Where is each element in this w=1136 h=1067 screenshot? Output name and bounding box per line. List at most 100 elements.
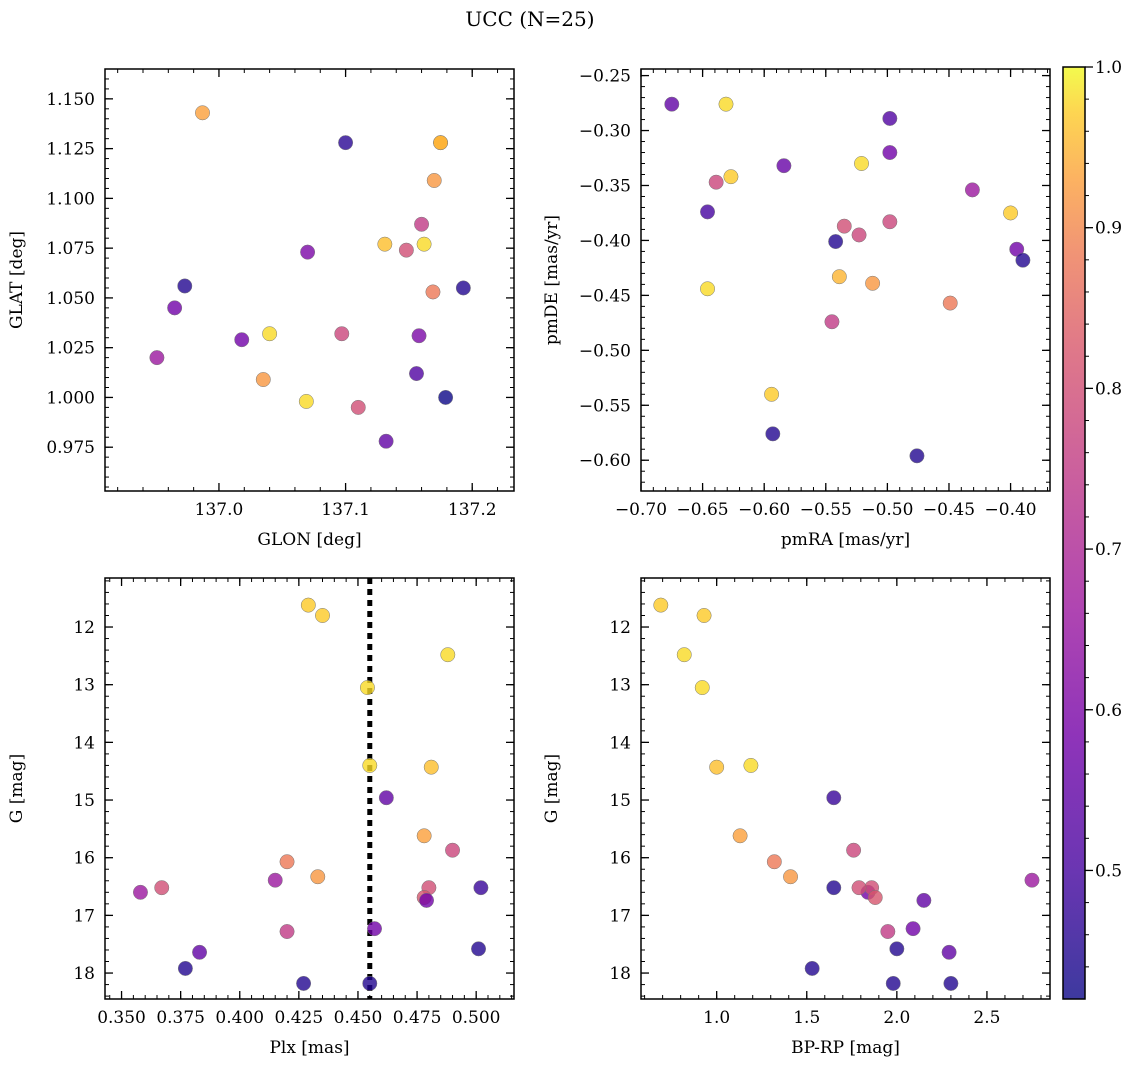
- y-tick-label: 12: [609, 618, 631, 638]
- data-point: [315, 608, 330, 623]
- data-point: [300, 244, 316, 260]
- colorbar-gradient: [1063, 67, 1085, 999]
- data-point: [909, 448, 925, 464]
- y-tick-label: 1.000: [46, 388, 95, 408]
- data-point: [826, 880, 842, 896]
- x-tick-label: 0.400: [215, 1008, 264, 1028]
- y-tick-label: 15: [73, 791, 95, 811]
- data-point: [167, 300, 183, 316]
- x-tick-label: 137.1: [321, 500, 370, 520]
- data-point: [941, 944, 957, 960]
- colorbar: 0.5 0.6 0.7 0.8 0.9 1.0: [1062, 58, 1122, 1000]
- data-point: [455, 280, 471, 296]
- data-point: [300, 597, 316, 613]
- data-point: [943, 975, 959, 991]
- colorbar-tick-label: 0.9: [1095, 219, 1122, 239]
- y-axis-label: pmDE [mas/yr]: [542, 215, 562, 345]
- data-point: [676, 647, 692, 663]
- data-point: [255, 372, 271, 387]
- data-point: [1024, 872, 1040, 888]
- y-tick-label: 1.075: [46, 239, 95, 259]
- y-tick-label: 13: [73, 676, 95, 696]
- data-point: [471, 941, 486, 957]
- panel-glon-glat: 137.0 137.1 137.2 0.975 1.000 1.025 1.050 1.075…: [7, 68, 515, 550]
- data-point: [377, 236, 393, 252]
- y-axis-label: G [mag]: [7, 754, 27, 823]
- data-point: [338, 135, 354, 151]
- data-point: [942, 295, 958, 311]
- data-point: [433, 135, 449, 151]
- x-tick-label: 0.475: [393, 1008, 442, 1028]
- data-point: [836, 218, 852, 234]
- x-tick-label: −0.50: [861, 500, 913, 520]
- y-tick-label: 14: [73, 733, 95, 753]
- y-tick-label: 16: [73, 849, 95, 869]
- y-tick-label: −0.30: [579, 122, 631, 142]
- y-axis-label: G [mag]: [542, 754, 562, 823]
- data-point: [398, 242, 414, 258]
- data-point: [298, 393, 314, 409]
- y-tick-label: −0.40: [579, 231, 631, 251]
- x-tick-label: 2.0: [883, 1008, 910, 1028]
- data-point: [846, 842, 862, 858]
- data-point: [851, 227, 867, 243]
- data-point: [419, 892, 434, 908]
- y-tick-label: 18: [609, 964, 631, 984]
- data-point: [440, 647, 456, 663]
- data-point: [350, 399, 366, 415]
- data-point: [700, 281, 715, 297]
- y-tick-label: 16: [609, 849, 631, 869]
- data-point: [696, 608, 712, 623]
- data-point: [882, 111, 898, 126]
- y-tick-label: 0.975: [46, 438, 95, 458]
- y-tick-label: −0.50: [579, 341, 631, 361]
- y-tick-label: 1.025: [46, 339, 95, 359]
- data-point: [267, 872, 283, 888]
- y-tick-label: −0.45: [579, 286, 631, 306]
- y-tick-label: 14: [609, 733, 631, 753]
- data-point: [177, 960, 193, 976]
- y-tick-label: 1.150: [46, 90, 95, 110]
- x-tick-label: −0.70: [615, 500, 667, 520]
- y-tick-label: 1.125: [46, 140, 95, 160]
- data-point: [765, 426, 781, 442]
- data-point: [828, 234, 844, 249]
- data-point: [438, 389, 454, 405]
- data-point: [378, 790, 394, 806]
- data-point: [826, 790, 842, 806]
- data-point: [1003, 205, 1019, 221]
- data-point: [905, 921, 921, 937]
- data-point: [310, 869, 326, 885]
- data-point: [1015, 252, 1031, 268]
- data-point: [709, 759, 725, 775]
- y-axis-label: GLAT [deg]: [7, 231, 27, 329]
- data-point: [425, 284, 441, 300]
- data-point: [880, 924, 896, 939]
- y-tick-label: 1.050: [46, 289, 95, 309]
- data-point: [783, 869, 798, 885]
- data-point: [378, 433, 394, 449]
- x-tick-label: 0.425: [275, 1008, 324, 1028]
- panel-plx-g: 0.350 0.375 0.400 0.425 0.450 0.475 0.500 12 13 1…: [7, 577, 515, 1058]
- data-point: [867, 890, 883, 905]
- data-point: [700, 204, 715, 220]
- data-point: [334, 326, 350, 342]
- data-point: [766, 854, 782, 870]
- y-tick-label: 1.100: [46, 189, 95, 209]
- data-point: [882, 214, 898, 230]
- data-point: [195, 105, 210, 121]
- data-point: [362, 975, 378, 991]
- y-tick-label: −0.25: [579, 67, 631, 87]
- y-tick-label: 15: [609, 791, 631, 811]
- x-tick-label: 0.350: [97, 1008, 146, 1028]
- y-tick-label: −0.35: [579, 176, 631, 196]
- data-point: [359, 680, 375, 696]
- x-tick-label: 137.2: [448, 500, 497, 520]
- axes-frame: [640, 577, 1051, 1000]
- x-tick-label: 137.0: [195, 500, 244, 520]
- x-tick-label: 1.5: [793, 1008, 820, 1028]
- x-tick-label: −0.45: [923, 500, 975, 520]
- data-point: [732, 828, 748, 844]
- data-point: [831, 269, 847, 285]
